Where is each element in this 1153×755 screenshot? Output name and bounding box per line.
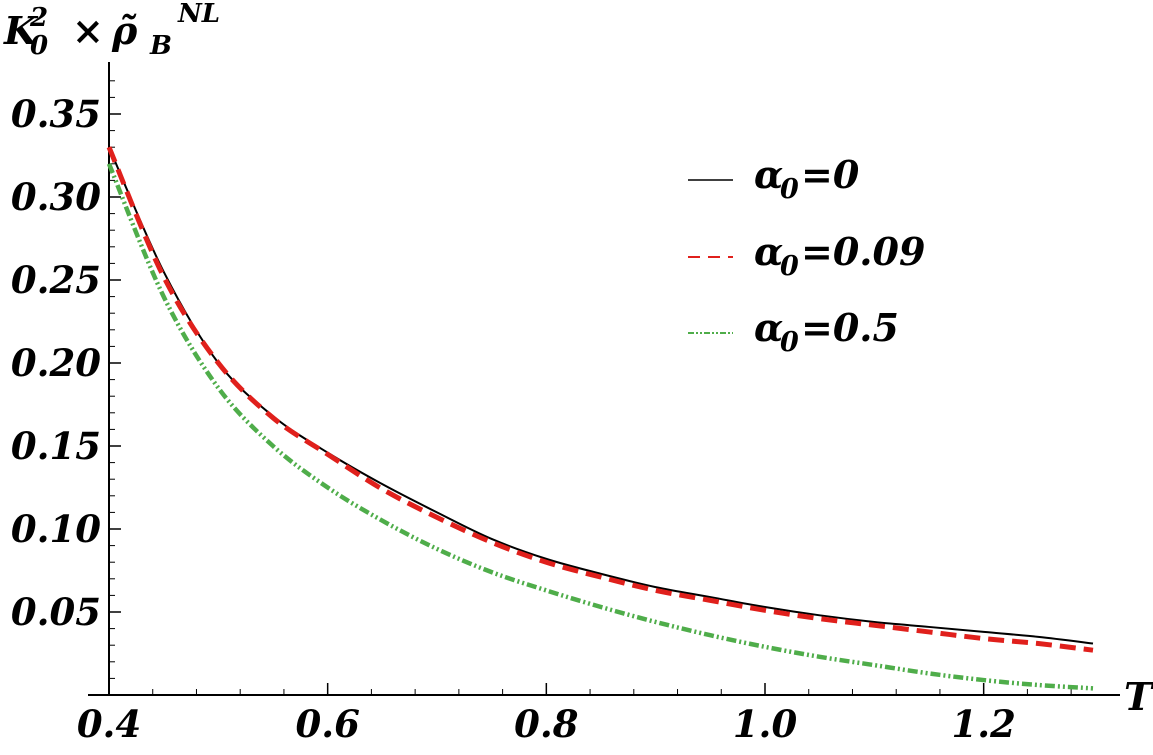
y-axis-title-rho: ρ̃ bbox=[111, 8, 138, 53]
x-tick-label: 1.0 bbox=[733, 702, 798, 746]
y-axis-title-rho-sub: B bbox=[149, 31, 172, 61]
x-tick-label: 0.6 bbox=[295, 702, 359, 746]
legend-label-value: =0.09 bbox=[801, 229, 925, 274]
series-line-solid bbox=[108, 146, 1094, 645]
series-group bbox=[106, 146, 1094, 691]
x-tick-label: 0.4 bbox=[77, 702, 141, 746]
x-tick-label: 0.8 bbox=[514, 702, 578, 746]
series-line-dashdot bbox=[106, 162, 1094, 691]
y-axis-title-times: × bbox=[72, 8, 104, 53]
legend-label-value: =0.5 bbox=[801, 305, 899, 350]
y-tick-label: 0.15 bbox=[11, 424, 101, 468]
y-axis-title-base-sup: 2 bbox=[29, 3, 48, 33]
x-tick-label: 1.2 bbox=[951, 702, 1015, 746]
legend-label-symbol: α bbox=[754, 305, 783, 350]
y-axis-title-base: K bbox=[3, 8, 39, 53]
series-line-dashed bbox=[106, 146, 1094, 653]
y-axis-title: K02 × ρ̃ BNL bbox=[3, 0, 220, 61]
y-tick-label: 0.25 bbox=[11, 258, 101, 302]
legend-label-symbol: α bbox=[754, 152, 783, 197]
y-tick-label: 0.30 bbox=[11, 175, 101, 219]
y-tick-label: 0.35 bbox=[11, 92, 101, 136]
y-axis-title-rho-sup: NL bbox=[177, 0, 220, 29]
legend-label-value: =0 bbox=[801, 152, 860, 197]
y-tick-label: 0.05 bbox=[11, 590, 101, 634]
y-tick-label: 0.10 bbox=[11, 507, 101, 551]
legend-label-sub: 0 bbox=[780, 327, 799, 358]
y-axis-title-base-sub: 0 bbox=[30, 31, 48, 61]
y-tick-label: 0.20 bbox=[11, 341, 101, 385]
x-axis-title: T bbox=[1124, 674, 1153, 719]
legend-label-sub: 0 bbox=[780, 174, 799, 205]
axes: 0.4 0.6 0.8 1.0 1.2 0.05 0.10 0.15 0.20 0.25 0.30 0… bbox=[11, 62, 1153, 746]
legend-label-sub: 0 bbox=[780, 251, 799, 282]
legend-label-symbol: α bbox=[754, 229, 783, 274]
